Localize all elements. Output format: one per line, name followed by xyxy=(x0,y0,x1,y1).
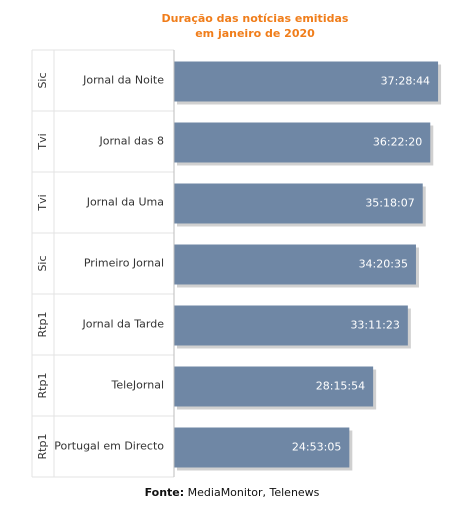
category-label: Jornal da Tarde xyxy=(81,318,164,331)
category-label: TeleJornal xyxy=(110,379,164,392)
source-value: MediaMonitor, Telenews xyxy=(187,486,320,499)
bar xyxy=(174,122,431,163)
value-label: 33:11:23 xyxy=(350,319,399,332)
bar xyxy=(174,183,423,224)
group-label: Rtp1 xyxy=(36,312,49,338)
category-label: Jornal da Uma xyxy=(86,196,164,209)
bar xyxy=(174,61,439,102)
source-label: Fonte: xyxy=(144,486,185,499)
bar xyxy=(174,427,350,468)
group-label: Rtp1 xyxy=(36,373,49,399)
value-label: 28:15:54 xyxy=(316,380,365,393)
category-label: Jornal da Noite xyxy=(82,74,164,87)
bar xyxy=(174,366,374,407)
category-label: Jornal das 8 xyxy=(98,135,164,148)
value-label: 24:53:05 xyxy=(292,441,341,454)
category-label: Portugal em Directo xyxy=(54,440,164,453)
group-label: Rtp1 xyxy=(36,434,49,460)
group-label: Sic xyxy=(36,72,49,88)
value-label: 35:18:07 xyxy=(365,197,414,210)
group-label: Sic xyxy=(36,255,49,271)
category-label: Primeiro Jornal xyxy=(84,257,164,270)
chart-title-line-1: Duração das notícias emitidas xyxy=(161,12,349,25)
value-label: 34:20:35 xyxy=(359,258,408,271)
chart-title-line-2: em janeiro de 2020 xyxy=(195,27,315,40)
bar xyxy=(174,244,416,285)
value-label: 37:28:44 xyxy=(381,75,430,88)
value-label: 36:22:20 xyxy=(373,136,422,149)
group-label: Tvi xyxy=(36,194,49,211)
group-label: Tvi xyxy=(36,133,49,150)
chart-title: Duração das notícias emitidas em janeiro… xyxy=(120,11,390,41)
chart-source: Fonte: MediaMonitor, Telenews xyxy=(0,486,464,499)
bar xyxy=(174,305,408,346)
